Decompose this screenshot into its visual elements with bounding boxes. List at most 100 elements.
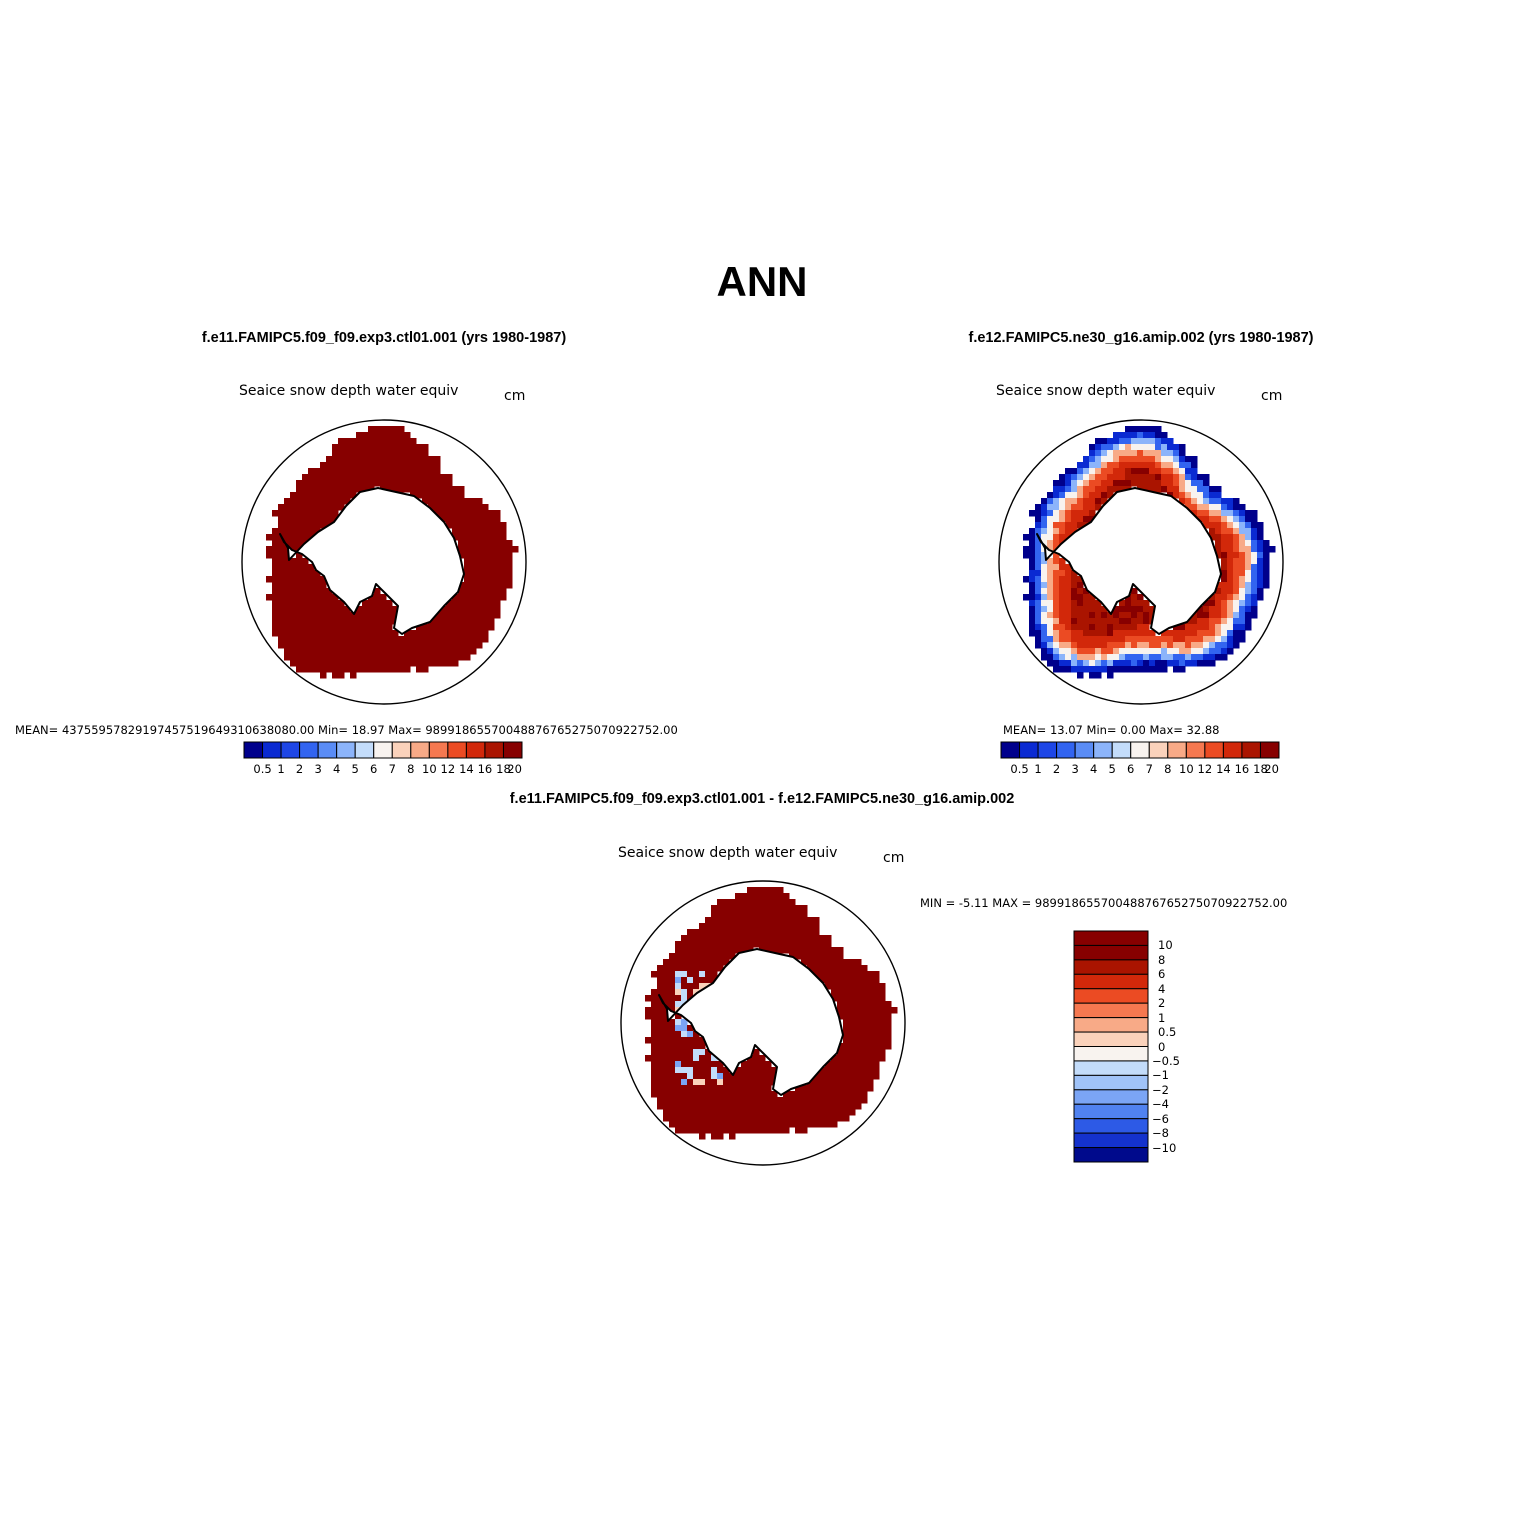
colorbar-swatch [373,741,393,759]
colorbar-tick-label: 5 [1108,762,1116,776]
panel-3-case-title: f.e11.FAMIPC5.f09_f09.exp3.ctl01.001 - f… [509,791,1015,807]
diff-colorbar-swatch [1073,1074,1149,1091]
panel-3-units: cm [883,850,905,866]
colorbar-swatch [1130,741,1150,759]
colorbar-swatch [1222,741,1243,759]
diff-colorbar-tick-label: −4 [1152,1097,1169,1112]
colorbar-swatch [299,741,319,759]
colorbar-swatch [1185,741,1206,759]
colorbar-tick-label: 14 [1216,762,1231,776]
diff-colorbar-tick-label: 0 [1158,1039,1166,1054]
colorbar-swatch [1056,741,1076,759]
panel-3-stats: MIN = -5.11 MAX = 9899186557004887676527… [920,896,1288,910]
diff-colorbar-swatch [1073,1103,1149,1120]
colorbar-tick-label: 14 [459,762,474,776]
diff-colorbar-swatch [1073,1017,1149,1033]
colorbar-swatch [243,741,264,759]
colorbar-swatch [1019,741,1039,759]
colorbar-swatch [354,741,375,759]
colorbar-swatch [1148,741,1169,759]
panel-2-map [998,419,1284,705]
diff-colorbar-tick-label: 6 [1158,967,1166,982]
colorbar-tick-label: 1 [1034,762,1042,776]
panel-2-stats: MEAN= 13.07 Min= 0.00 Max= 32.88 [1003,723,1220,737]
diff-colorbar-tick-label: −1 [1152,1068,1169,1083]
colorbar-tick-label: 18 [1253,762,1268,776]
colorbar-tick-label: 20 [1264,762,1279,776]
diff-colorbar-tick-label: −0.5 [1152,1053,1180,1068]
colorbar-swatch [502,741,523,759]
panel-3-colorbar [1073,930,1149,1163]
colorbar-tick-label: 20 [507,762,522,776]
diff-colorbar-swatch [1073,973,1149,990]
diff-colorbar-tick-label: 2 [1158,996,1166,1011]
panel-1-colorbar [243,741,523,759]
diff-colorbar-swatch [1073,1046,1149,1062]
panel-1-case-title: f.e11.FAMIPC5.f09_f09.exp3.ctl01.001 (yr… [201,330,567,346]
colorbar-swatch [1037,741,1058,759]
colorbar-tick-label: 3 [1071,762,1079,776]
diff-colorbar-tick-label: 0.5 [1158,1025,1177,1040]
colorbar-tick-label: 0.5 [1010,762,1029,776]
panel-2-units: cm [1261,388,1283,404]
panel-2-colorbar-labels: 0.5 1 2 3 4 5 6 7 8 10 12 14 16 18 20 [1001,762,1279,778]
colorbar-tick-label: 16 [1234,762,1250,776]
colorbar-tick-label: 1 [277,762,285,776]
colorbar-swatch [1204,741,1224,759]
colorbar-swatch [410,741,430,759]
colorbar-tick-label: 6 [1127,762,1135,776]
colorbar-swatch [465,741,486,759]
colorbar-tick-label: 3 [314,762,322,776]
diff-colorbar-tick-label: 10 [1158,938,1173,953]
colorbar-tick-label: 4 [1089,762,1098,776]
panel-3-colorbar-labels: 10 8 6 4 2 1 0.5 0 −0.5 −1 −2 −4 −6 −8 −10 [1152,931,1212,1163]
diff-colorbar-tick-label: −8 [1152,1126,1169,1141]
colorbar-swatch [336,741,356,759]
diff-colorbar-swatch [1073,1118,1149,1134]
colorbar-swatch [1259,741,1280,759]
panel-2-variable-title: Seaice snow depth water equiv [996,383,1216,399]
panel-1-stats: MEAN= 43755957829197457519649310638080.0… [15,723,678,737]
colorbar-tick-label: 18 [496,762,511,776]
diff-colorbar-swatch [1073,1089,1149,1105]
colorbar-swatch [1111,741,1132,759]
diff-colorbar-swatch [1073,959,1149,975]
diff-colorbar-tick-label: −10 [1152,1140,1177,1155]
diff-colorbar-tick-label: −2 [1152,1082,1169,1097]
panel-3-map [620,880,906,1166]
colorbar-swatch [1167,741,1187,759]
diff-colorbar-swatch [1073,1060,1149,1076]
colorbar-tick-label: 7 [1145,762,1153,776]
panel-1-colorbar-labels: 0.5 1 2 3 4 5 6 7 8 10 12 14 16 18 20 [244,762,522,778]
panel-3-variable-title: Seaice snow depth water equiv [618,845,838,861]
diff-colorbar-swatch [1073,1002,1149,1019]
colorbar-swatch [391,741,412,759]
diff-colorbar-swatch [1073,1031,1149,1047]
colorbar-swatch [1074,741,1095,759]
colorbar-tick-label: 8 [1164,762,1172,776]
panel-1-units: cm [504,388,526,404]
colorbar-tick-label: 4 [332,762,341,776]
diff-colorbar-swatch [1073,988,1149,1004]
figure-title: ANN [716,258,808,305]
diff-colorbar-tick-label: 1 [1158,1010,1166,1025]
colorbar-tick-label: 5 [351,762,359,776]
diff-colorbar-tick-label: 8 [1158,952,1166,967]
diff-colorbar-swatch [1073,1132,1149,1149]
colorbar-swatch [262,741,282,759]
colorbar-swatch [484,741,504,759]
diff-colorbar-swatch [1073,930,1149,946]
colorbar-tick-label: 6 [370,762,378,776]
panel-1-map [241,419,527,705]
colorbar-tick-label: 2 [1052,762,1061,776]
colorbar-tick-label: 12 [1197,762,1213,776]
colorbar-swatch [317,741,338,759]
diff-colorbar-tick-label: 4 [1158,981,1166,996]
panel-2-case-title: f.e12.FAMIPC5.ne30_g16.amip.002 (yrs 198… [968,330,1314,346]
colorbar-swatch [1000,741,1021,759]
colorbar-tick-label: 0.5 [253,762,272,776]
colorbar-tick-label: 10 [1179,762,1194,776]
colorbar-tick-label: 12 [440,762,456,776]
diff-colorbar-swatch [1073,1147,1149,1163]
diff-colorbar-swatch [1073,944,1149,961]
